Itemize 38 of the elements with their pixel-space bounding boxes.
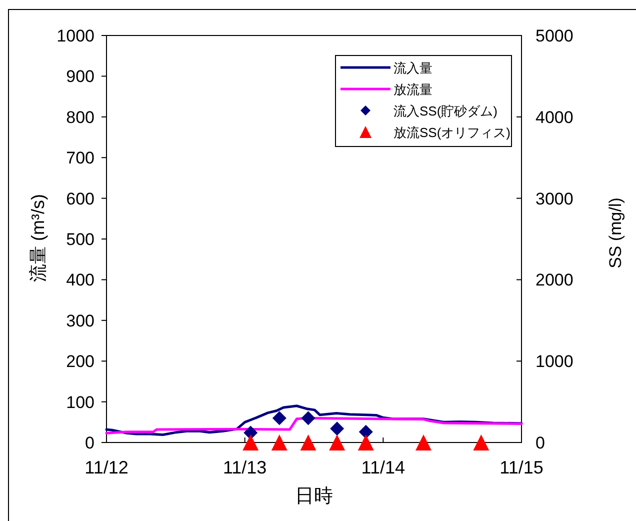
- y-tick-label: 900: [66, 67, 94, 86]
- y-tick-label: 800: [66, 108, 94, 127]
- y-tick-label: 200: [66, 352, 94, 372]
- point: [271, 434, 288, 450]
- y2-tick-label: 0: [536, 434, 545, 452]
- legend-label: 放流SS(オリフィス): [394, 125, 510, 140]
- point: [242, 434, 259, 450]
- y2-tick-label: 3000: [536, 189, 574, 208]
- x-tick-label: 11/15: [500, 458, 544, 478]
- y-tick-label: 300: [66, 311, 94, 330]
- x-tick-label: 11/14: [361, 458, 406, 478]
- y-tick-label: 700: [66, 148, 94, 168]
- y2-tick-label: 5000: [536, 26, 574, 46]
- legend-label: 放流量: [394, 82, 432, 97]
- y2-tick-label: 4000: [536, 108, 574, 127]
- point: [358, 424, 373, 439]
- point: [330, 422, 344, 436]
- legend-label: 流入量: [394, 60, 432, 76]
- point: [329, 434, 346, 450]
- point: [300, 434, 316, 450]
- point: [358, 434, 374, 450]
- x-tick-label: 11/13: [222, 458, 267, 478]
- y-tick-label: 500: [66, 230, 94, 249]
- y2-axis-title: SS (mg/l): [606, 198, 625, 268]
- point: [272, 411, 286, 426]
- x-tick-label: 11/12: [84, 458, 128, 478]
- y-tick-label: 0: [85, 434, 94, 452]
- y-tick-label: 100: [66, 392, 94, 412]
- point: [244, 426, 258, 440]
- y-tick-label: 1000: [56, 26, 94, 46]
- y2-tick-label: 2000: [536, 270, 574, 290]
- y-axis-title: 流量 (m³/s): [28, 194, 48, 282]
- y-tick-label: 400: [66, 270, 94, 290]
- x-axis-title: 日時: [295, 486, 333, 507]
- point: [301, 411, 316, 426]
- y2-tick-label: 1000: [536, 352, 574, 372]
- y-tick-label: 600: [66, 189, 94, 208]
- legend-label: 流入SS(貯砂ダム): [394, 104, 498, 118]
